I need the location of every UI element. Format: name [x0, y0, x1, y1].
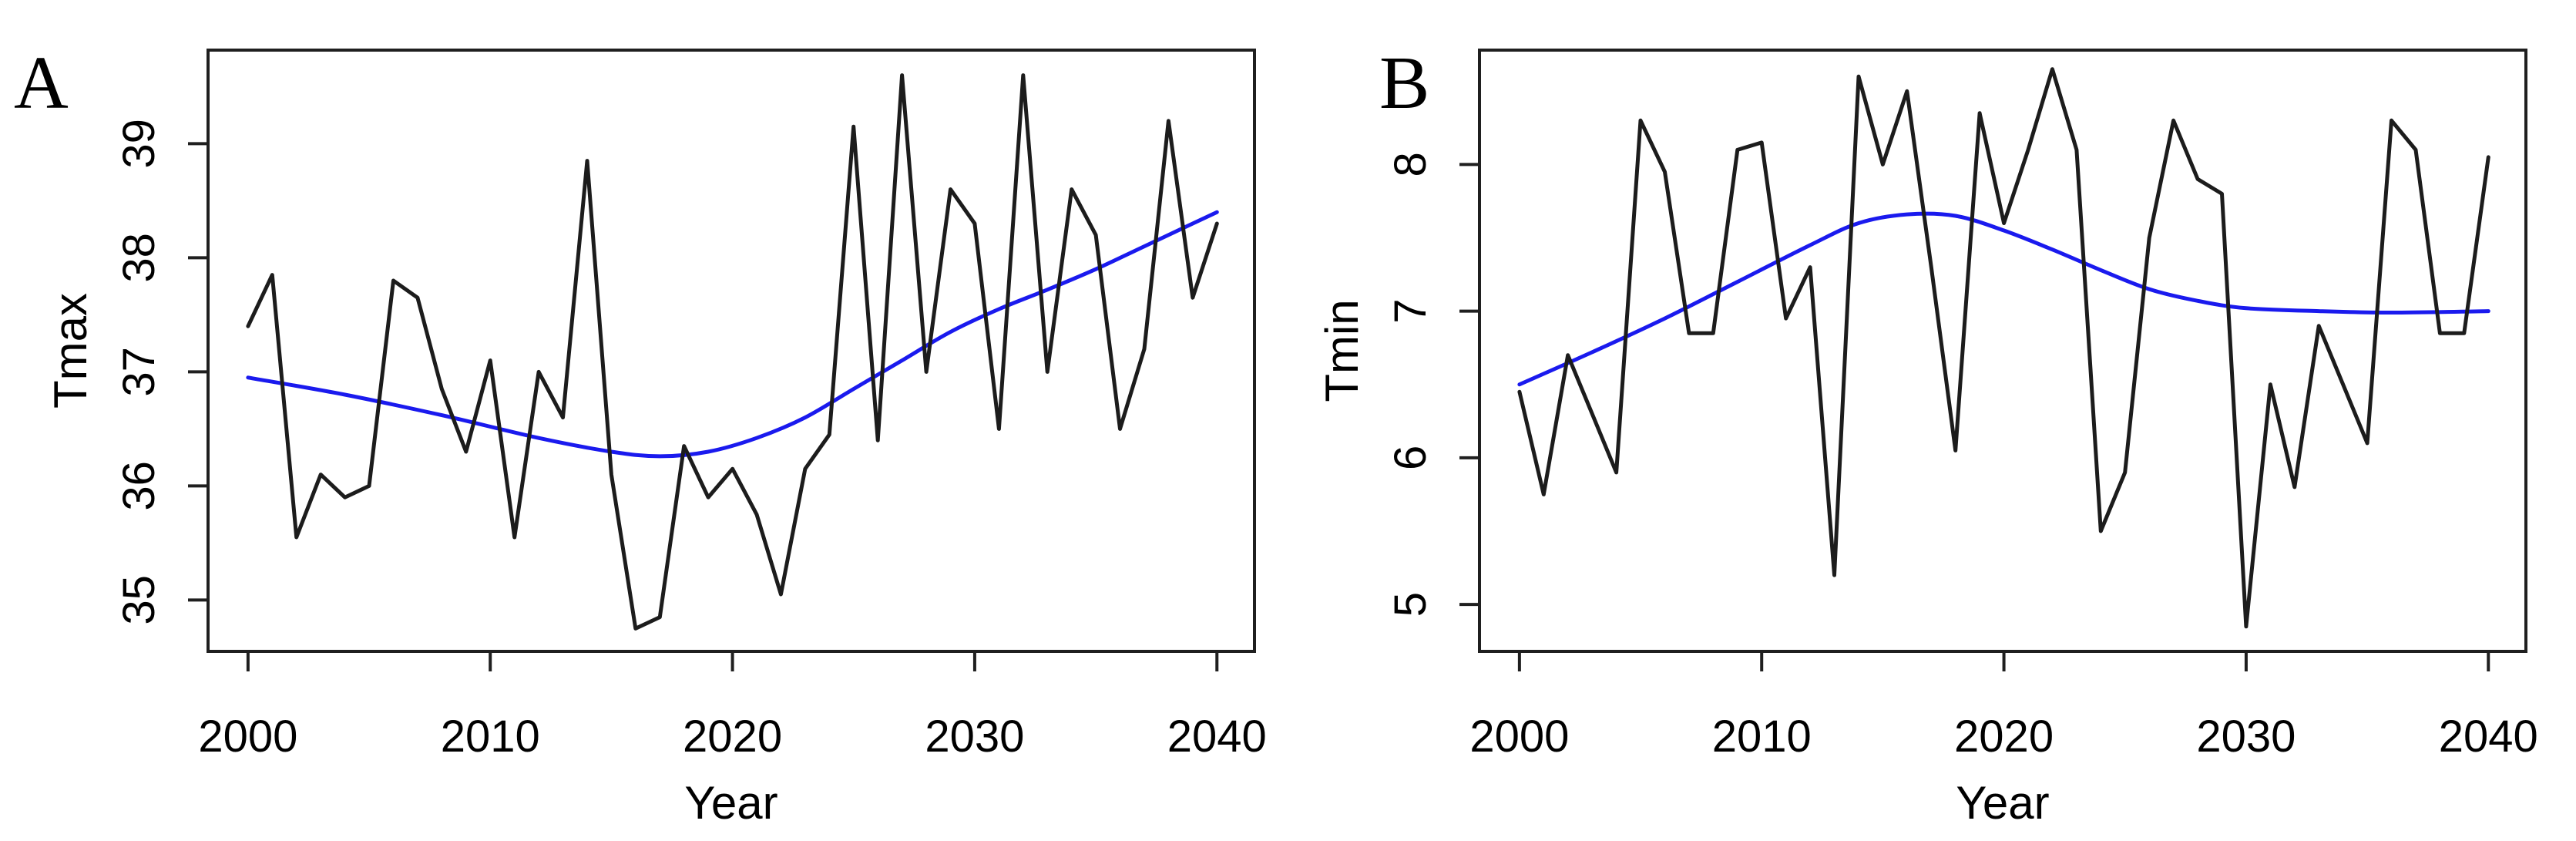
panel-a-tmax-series-line: [246, 73, 1219, 631]
x-tick-label: 2020: [683, 711, 782, 762]
panel-a: 2000 2010 2020 2030 2040 35 36 37 38 39 A Tmax Y…: [14, 42, 1267, 829]
panel-a-plot-box: [207, 49, 1256, 653]
x-tick-label: 2030: [925, 711, 1024, 762]
panel-a-x-axis: 2000 2010 2020 2030 2040: [198, 651, 1267, 762]
panel-a-loess-trend-line: [246, 210, 1219, 459]
y-tick-label: 7: [1385, 299, 1436, 324]
y-tick-label: 39: [114, 119, 164, 169]
x-tick-label: 2010: [441, 711, 540, 762]
x-tick-label: 2000: [198, 711, 297, 762]
x-tick-label: 2030: [2196, 711, 2296, 762]
panel-b-x-axis: 2000 2010 2020 2030 2040: [1469, 651, 2538, 762]
panel-b-letter: B: [1379, 42, 1429, 125]
panel-b-plot-box: [1478, 49, 2527, 653]
y-tick-label: 37: [114, 347, 164, 397]
y-tick-label: 6: [1385, 446, 1436, 470]
panel-b-y-axis: 5 6 7 8: [1385, 152, 1479, 617]
panel-b-x-axis-title: Year: [1956, 777, 2049, 829]
x-tick-label: 2040: [2439, 711, 2538, 762]
y-tick-label: 35: [114, 575, 164, 625]
x-tick-label: 2000: [1469, 711, 1569, 762]
panel-a-letter: A: [14, 42, 69, 125]
panel-b-loess-trend-line: [1517, 211, 2490, 387]
panel-a-x-axis-title: Year: [684, 777, 778, 829]
x-tick-label: 2040: [1167, 711, 1267, 762]
x-tick-label: 2020: [1954, 711, 2054, 762]
y-tick-label: 8: [1385, 152, 1436, 177]
y-tick-label: 5: [1385, 592, 1436, 617]
panel-b-y-axis-title: Tmin: [1316, 299, 1368, 402]
x-tick-label: 2010: [1712, 711, 1812, 762]
panel-a-y-axis: 35 36 37 38 39: [114, 119, 208, 625]
y-tick-label: 36: [114, 461, 164, 511]
y-tick-label: 38: [114, 233, 164, 283]
panel-b: 2000 2010 2020 2030 2040 5 6 7 8 B Tmin Year: [1316, 42, 2538, 829]
panel-b-tmin-series-line: [1517, 67, 2490, 629]
panel-a-y-axis-title: Tmax: [45, 293, 96, 409]
